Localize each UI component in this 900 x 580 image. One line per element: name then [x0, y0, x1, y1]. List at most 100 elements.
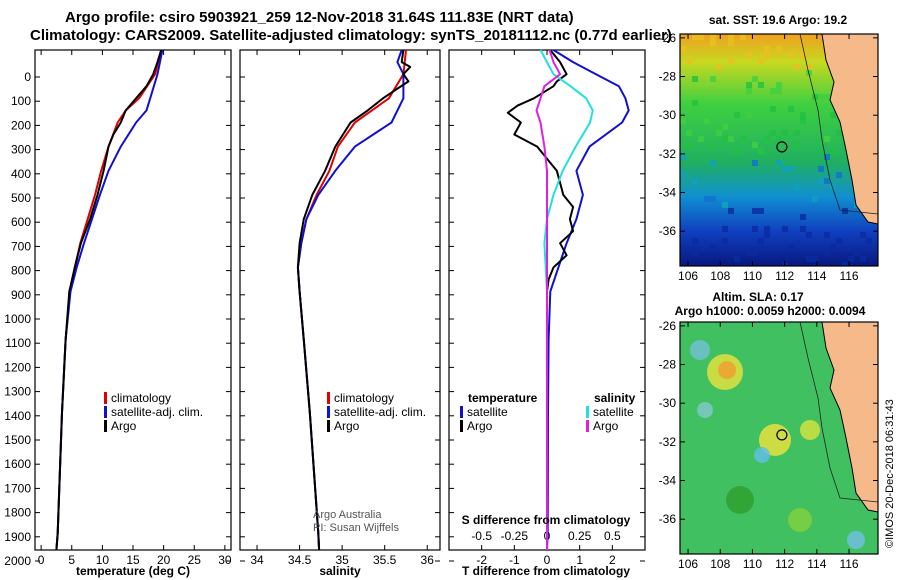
- imos-credit: ©IMOS 20-Dec-2018 06:31:43: [884, 399, 896, 548]
- legend-s-satellite: satellite: [593, 405, 634, 419]
- x-tick-label: 10: [96, 553, 110, 567]
- sst-cell: [788, 166, 794, 172]
- series-line-argo: [296, 49, 412, 551]
- sst-cell: [776, 88, 782, 94]
- sst-cell: [692, 34, 698, 40]
- sla-anomaly: [847, 531, 865, 549]
- sst-cell: [764, 52, 770, 58]
- lat-tick-label: -28: [659, 358, 677, 372]
- sst-cell: [710, 196, 716, 202]
- sst-cell: [836, 172, 842, 178]
- sst-cell: [758, 58, 764, 64]
- x-tick-label: 25: [188, 553, 202, 567]
- difference-legend: temperature salinity satellite Argo sate…: [460, 391, 636, 433]
- depth-axis: 0100200300400500600700800900100011001200…: [4, 70, 231, 568]
- lon-tick-label: 112: [775, 269, 794, 283]
- lon-tick-label: 108: [710, 557, 730, 571]
- salinity-panel-frame: [239, 49, 441, 551]
- s-tick-label: 0.25: [568, 529, 592, 543]
- sst-cell: [776, 136, 782, 142]
- legend-climatology-swatch: [104, 392, 107, 404]
- sst-cell: [860, 232, 866, 238]
- salinity-panel: 34 34.5 35 35.5 36 salinity climatology sate…: [239, 49, 441, 578]
- sst-cell: [692, 100, 698, 106]
- sst-map-title: sat. SST: 19.6 Argo: 19.2: [709, 13, 848, 27]
- credit-pi: PI: Susan Wijffels: [313, 522, 399, 534]
- depth-tick-label: 2000: [4, 554, 31, 568]
- x-tick-label: 0: [544, 553, 551, 567]
- sst-cell: [752, 250, 758, 256]
- sst-cell: [710, 160, 716, 166]
- sst-cell: [830, 112, 836, 118]
- salinity-series: [296, 49, 412, 551]
- sst-cell: [752, 160, 758, 166]
- sst-cell: [758, 238, 764, 244]
- difference-series: [506, 49, 630, 551]
- depth-tick-label: 900: [11, 288, 31, 302]
- sst-cell: [848, 256, 854, 262]
- lat-tick-label: -36: [659, 224, 677, 238]
- sla-isobath: [799, 322, 878, 503]
- sst-cell: [758, 148, 764, 154]
- sst-cell: [794, 142, 800, 148]
- depth-tick-label: 1200: [4, 360, 31, 374]
- sst-cell: [770, 130, 776, 136]
- depth-tick-label: 1300: [4, 385, 31, 399]
- sst-cell: [752, 142, 758, 148]
- sst-cell: [854, 250, 860, 256]
- x-tick-label: 34: [250, 553, 264, 567]
- lon-tick-label: 116: [839, 269, 858, 283]
- s-tick-label: 0.5: [604, 529, 621, 543]
- sst-cell: [746, 88, 752, 94]
- sst-cell: [722, 136, 728, 142]
- sla-anomalies: [690, 340, 865, 549]
- s-tick-label: -0.25: [501, 529, 529, 543]
- sst-cell: [758, 82, 764, 88]
- x-tick-label: 5: [68, 553, 75, 567]
- sst-cell: [830, 244, 836, 250]
- legend-s-satellite-swatch: [586, 406, 589, 418]
- sst-cell: [686, 130, 692, 136]
- x-tick-label: 30: [218, 553, 232, 567]
- sst-cell: [692, 178, 698, 184]
- sst-argo-location-marker: [776, 141, 788, 153]
- sst-cell: [800, 112, 806, 118]
- sst-cell: [806, 256, 812, 262]
- legend-climatology: climatology: [334, 391, 394, 405]
- sla-anomaly: [754, 447, 770, 463]
- sst-cell: [770, 106, 776, 112]
- legend-climatology-swatch: [327, 392, 330, 404]
- depth-tick-label: 1900: [4, 530, 31, 544]
- sst-cell: [752, 76, 758, 82]
- lon-tick-label: 110: [743, 557, 762, 571]
- depth-tick-label: 200: [11, 118, 31, 132]
- depth-tick-label: 1800: [4, 506, 31, 520]
- sst-cell: [782, 226, 788, 232]
- sst-cell: [764, 226, 770, 232]
- temperature-series: [55, 49, 164, 551]
- lon-tick-label: 110: [743, 269, 762, 283]
- x-tick-label: 2: [609, 553, 616, 567]
- sst-cell: [824, 250, 830, 256]
- depth-tick-label: 0: [24, 70, 31, 84]
- legend-satellite-swatch: [327, 406, 330, 418]
- sst-cell: [680, 172, 686, 178]
- x-tick-label: -2: [476, 553, 487, 567]
- temperature-legend: climatology satellite-adj. clim. Argo: [104, 391, 203, 433]
- x-tick-label: 35.5: [373, 553, 397, 567]
- sst-cell: [704, 118, 710, 124]
- depth-tick-label: 1100: [5, 336, 31, 350]
- lon-tick-label: 108: [710, 269, 730, 283]
- sst-cell: [782, 130, 788, 136]
- sst-cell: [836, 130, 842, 136]
- sla-anomaly: [788, 508, 812, 532]
- s-difference-label: S difference from climatology: [462, 513, 631, 527]
- temperature-panel: 0100200300400500600700800900100011001200…: [4, 49, 232, 578]
- sst-cell: [740, 136, 746, 142]
- sst-cell: [722, 202, 728, 208]
- s-tick-label: -0.5: [471, 529, 492, 543]
- sst-cell: [824, 94, 830, 100]
- sla-anomaly: [726, 486, 754, 514]
- salinity-x-label: salinity: [319, 564, 361, 578]
- sst-cell: [710, 142, 716, 148]
